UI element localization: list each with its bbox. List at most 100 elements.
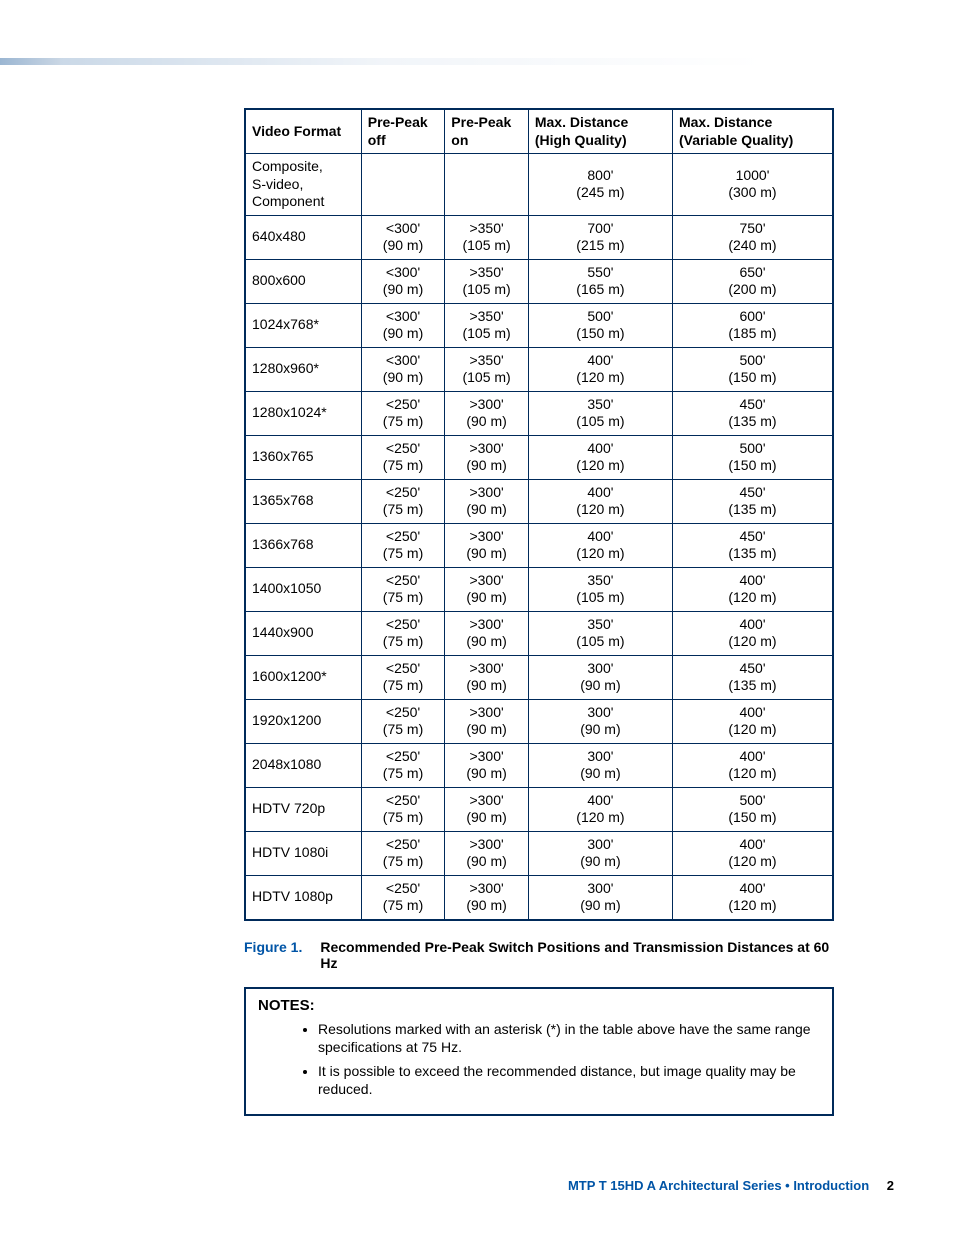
cell-max-vq: 450'(135 m) (672, 523, 833, 567)
cell-format: 640x480 (245, 215, 361, 259)
cell-prepeak-on: >350'(105 m) (445, 347, 529, 391)
cell-max-vq: 600'(185 m) (672, 303, 833, 347)
table-row: 1360x765<250'(75 m)>300'(90 m)400'(120 m… (245, 435, 833, 479)
cell-prepeak-on: >300'(90 m) (445, 787, 529, 831)
cell-prepeak-on: >300'(90 m) (445, 391, 529, 435)
header-gradient-bar (0, 58, 954, 65)
header-accent-bar (0, 58, 60, 65)
cell-max-vq: 1000'(300 m) (672, 154, 833, 216)
table-header-prepeak-on: Pre-Peak on (445, 109, 529, 154)
cell-format: 1400x1050 (245, 567, 361, 611)
cell-prepeak-on: >300'(90 m) (445, 435, 529, 479)
cell-max-hq: 400'(120 m) (528, 523, 672, 567)
cell-format: HDTV 1080i (245, 831, 361, 875)
cell-format: 1920x1200 (245, 699, 361, 743)
cell-prepeak-off: <250'(75 m) (361, 743, 445, 787)
cell-prepeak-off: <250'(75 m) (361, 479, 445, 523)
cell-format: 1280x960* (245, 347, 361, 391)
cell-prepeak-off: <250'(75 m) (361, 567, 445, 611)
cell-prepeak-off: <250'(75 m) (361, 875, 445, 920)
footer-page-number: 2 (887, 1178, 894, 1193)
cell-max-hq: 700'(215 m) (528, 215, 672, 259)
cell-max-hq: 400'(120 m) (528, 787, 672, 831)
cell-format: Composite,S-video,Component (245, 154, 361, 216)
cell-max-vq: 400'(120 m) (672, 875, 833, 920)
notes-item: It is possible to exceed the recommended… (318, 1062, 820, 1098)
cell-prepeak-off: <250'(75 m) (361, 435, 445, 479)
cell-max-vq: 750'(240 m) (672, 215, 833, 259)
cell-max-vq: 450'(135 m) (672, 479, 833, 523)
cell-max-hq: 400'(120 m) (528, 347, 672, 391)
cell-max-vq: 400'(120 m) (672, 567, 833, 611)
table-row: HDTV 1080p<250'(75 m)>300'(90 m)300'(90 … (245, 875, 833, 920)
table-header-max-hq: Max. Distance (High Quality) (528, 109, 672, 154)
cell-prepeak-off: <300'(90 m) (361, 303, 445, 347)
table-header-max-vq: Max. Distance (Variable Quality) (672, 109, 833, 154)
table-row: 1365x768<250'(75 m)>300'(90 m)400'(120 m… (245, 479, 833, 523)
cell-prepeak-off: <250'(75 m) (361, 611, 445, 655)
main-content: Video Format Pre-Peak off Pre-Peak on Ma… (244, 58, 849, 1116)
table-row: Composite,S-video,Component 800'(245 m)10… (245, 154, 833, 216)
cell-prepeak-on: >300'(90 m) (445, 611, 529, 655)
cell-max-vq: 450'(135 m) (672, 655, 833, 699)
cell-max-vq: 500'(150 m) (672, 435, 833, 479)
cell-max-hq: 300'(90 m) (528, 655, 672, 699)
table-row: 1280x960*<300'(90 m)>350'(105 m)400'(120… (245, 347, 833, 391)
table-row: 800x600<300'(90 m)>350'(105 m)550'(165 m… (245, 259, 833, 303)
cell-max-hq: 300'(90 m) (528, 831, 672, 875)
cell-max-hq: 400'(120 m) (528, 479, 672, 523)
cell-format: 1280x1024* (245, 391, 361, 435)
cell-max-vq: 500'(150 m) (672, 787, 833, 831)
cell-format: HDTV 720p (245, 787, 361, 831)
cell-prepeak-off: <300'(90 m) (361, 215, 445, 259)
cell-prepeak-on: >300'(90 m) (445, 655, 529, 699)
cell-format: 1024x768* (245, 303, 361, 347)
table-row: 1440x900<250'(75 m)>300'(90 m)350'(105 m… (245, 611, 833, 655)
cell-prepeak-on: >300'(90 m) (445, 699, 529, 743)
cell-max-hq: 300'(90 m) (528, 699, 672, 743)
figure-label: Figure 1. (244, 939, 302, 971)
cell-format: 1366x768 (245, 523, 361, 567)
table-row: HDTV 720p<250'(75 m)>300'(90 m)400'(120 … (245, 787, 833, 831)
cell-format: 1360x765 (245, 435, 361, 479)
cell-prepeak-on: >300'(90 m) (445, 875, 529, 920)
notes-list: Resolutions marked with an asterisk (*) … (318, 1020, 820, 1099)
cell-max-hq: 550'(165 m) (528, 259, 672, 303)
distance-table: Video Format Pre-Peak off Pre-Peak on Ma… (244, 108, 834, 921)
page-footer: MTP T 15HD A Architectural Series • Intr… (244, 1178, 894, 1193)
notes-item: Resolutions marked with an asterisk (*) … (318, 1020, 820, 1056)
cell-max-vq: 500'(150 m) (672, 347, 833, 391)
cell-max-vq: 650'(200 m) (672, 259, 833, 303)
cell-format: 2048x1080 (245, 743, 361, 787)
cell-max-hq: 800'(245 m) (528, 154, 672, 216)
cell-max-hq: 500'(150 m) (528, 303, 672, 347)
cell-max-hq: 400'(120 m) (528, 435, 672, 479)
cell-prepeak-off: <250'(75 m) (361, 699, 445, 743)
cell-format: 1365x768 (245, 479, 361, 523)
table-row: HDTV 1080i<250'(75 m)>300'(90 m)300'(90 … (245, 831, 833, 875)
table-row: 1280x1024*<250'(75 m)>300'(90 m)350'(105… (245, 391, 833, 435)
cell-prepeak-off: <250'(75 m) (361, 523, 445, 567)
table-row: 1366x768<250'(75 m)>300'(90 m)400'(120 m… (245, 523, 833, 567)
cell-max-hq: 350'(105 m) (528, 611, 672, 655)
cell-prepeak-on: >350'(105 m) (445, 215, 529, 259)
figure-text: Recommended Pre-Peak Switch Positions an… (320, 939, 849, 971)
cell-max-vq: 400'(120 m) (672, 699, 833, 743)
table-row: 2048x1080<250'(75 m)>300'(90 m)300'(90 m… (245, 743, 833, 787)
cell-max-vq: 400'(120 m) (672, 743, 833, 787)
footer-doc-title: MTP T 15HD A Architectural Series • Intr… (568, 1178, 869, 1193)
table-row: 1920x1200<250'(75 m)>300'(90 m)300'(90 m… (245, 699, 833, 743)
cell-prepeak-off: <250'(75 m) (361, 787, 445, 831)
cell-prepeak-off: <300'(90 m) (361, 347, 445, 391)
page: Video Format Pre-Peak off Pre-Peak on Ma… (0, 0, 954, 1235)
cell-prepeak-off: <300'(90 m) (361, 259, 445, 303)
cell-prepeak-on: >300'(90 m) (445, 523, 529, 567)
cell-prepeak-on: >300'(90 m) (445, 567, 529, 611)
figure-caption: Figure 1. Recommended Pre-Peak Switch Po… (244, 939, 849, 971)
notes-box: NOTES: Resolutions marked with an asteri… (244, 987, 834, 1117)
cell-prepeak-on: >350'(105 m) (445, 303, 529, 347)
table-row: 1024x768*<300'(90 m)>350'(105 m)500'(150… (245, 303, 833, 347)
cell-prepeak-off: <250'(75 m) (361, 391, 445, 435)
cell-prepeak-on: >300'(90 m) (445, 479, 529, 523)
cell-prepeak-on: >350'(105 m) (445, 259, 529, 303)
